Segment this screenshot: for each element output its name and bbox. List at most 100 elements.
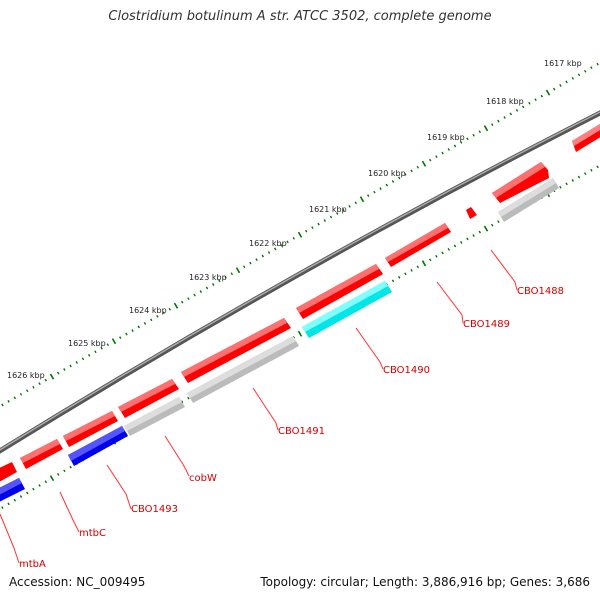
gene-label-cobw[interactable]: cobW <box>189 473 217 484</box>
inner-track-tick <box>292 335 296 339</box>
outer-track-tick <box>359 196 365 203</box>
outer-track-tick <box>143 322 147 325</box>
outer-track-tick <box>168 307 172 311</box>
inner-track-tick <box>466 237 469 241</box>
inner-track-tick <box>187 396 190 400</box>
outer-track-tick <box>552 87 556 91</box>
outer-track-tick <box>435 155 438 158</box>
outer-track-tick <box>94 350 97 354</box>
inner-track-tick <box>32 487 35 491</box>
gene-cbo1488-arrow[interactable] <box>492 162 549 203</box>
outer-track-tick <box>199 290 203 293</box>
inner-track-tick <box>596 165 599 169</box>
outer-track-tick <box>590 66 593 70</box>
scale-label-1617: 1617 kbp <box>544 59 582 68</box>
outer-track-tick <box>329 215 333 219</box>
outer-track-tick <box>497 119 500 123</box>
forward-strand-genes <box>0 124 600 482</box>
inner-track-tick <box>459 241 463 244</box>
outer-track-tick <box>385 183 389 187</box>
gene-cbo1487-arrow[interactable] <box>572 124 600 152</box>
outer-track-tick <box>323 219 327 222</box>
accession-text: Accession: NC_009495 <box>9 575 146 589</box>
reverse-strand-genes <box>0 178 559 502</box>
outer-track-tick <box>106 343 110 347</box>
outer-track-tick <box>249 261 252 265</box>
inner-track-tick <box>13 498 17 502</box>
outer-track-tick <box>428 158 432 162</box>
gene-cbo1489-arrow[interactable] <box>385 223 451 267</box>
outer-track-tick <box>224 275 227 279</box>
outer-track-tick <box>242 265 246 269</box>
outer-track-tick <box>317 222 320 226</box>
outer-track-tick <box>162 311 165 315</box>
inner-track-tick <box>583 172 587 176</box>
gene-mtba-arrow[interactable] <box>0 462 17 482</box>
outer-track-tick <box>81 357 85 361</box>
inner-track-tick <box>297 330 303 337</box>
outer-track-tick <box>156 314 159 318</box>
scale-label-1626: 1626 kbp <box>7 371 45 380</box>
gene-label-mtbc[interactable]: mtbC <box>79 528 106 539</box>
outer-track-tick <box>528 101 531 105</box>
scale-label-1619: 1619 kbp <box>427 133 465 142</box>
gene-label-cbo1493[interactable]: CBO1493 <box>131 504 178 515</box>
gene-small-arrow[interactable] <box>466 207 477 219</box>
gene-cbo1493-arrow[interactable] <box>63 411 118 447</box>
gene-blue-1[interactable] <box>68 426 128 466</box>
inner-track-tick <box>435 254 438 258</box>
gene-cyan[interactable] <box>302 281 392 338</box>
outer-track-tick <box>111 338 117 345</box>
inner-track-tick <box>404 272 407 276</box>
inner-track-tick <box>453 244 457 248</box>
gene-cbo1491-arrow[interactable] <box>181 318 291 383</box>
inner-track-tick <box>472 234 475 237</box>
outer-track-tick <box>577 73 581 77</box>
inner-track-tick <box>421 260 427 267</box>
inner-track-tick <box>49 475 55 482</box>
gene-cobw-arrow[interactable] <box>118 379 179 418</box>
gene-cbo1490-arrow[interactable] <box>296 264 383 319</box>
gene-label-cbo1490[interactable]: CBO1490 <box>383 365 430 376</box>
gene-grey-2[interactable] <box>187 336 299 403</box>
outer-track-tick <box>193 293 196 297</box>
outer-track-tick <box>131 329 134 332</box>
outer-track-tick <box>342 208 345 212</box>
scale-label-1621: 1621 kbp <box>309 205 347 214</box>
outer-track-tick <box>211 283 215 286</box>
outer-track-tick <box>69 364 72 368</box>
outer-track-tick <box>466 137 469 141</box>
inner-track-tick <box>490 223 494 227</box>
outer-track-tick <box>379 187 382 190</box>
outer-track-tick <box>545 89 551 96</box>
outer-track-tick <box>56 371 60 375</box>
inner-track-tick <box>19 495 23 498</box>
outer-track-tick <box>410 169 413 173</box>
gene-mtbc-arrow[interactable] <box>20 439 63 469</box>
inner-track-tick <box>7 502 10 506</box>
outer-track-tick <box>559 84 562 87</box>
inner-track-tick <box>577 175 581 179</box>
gene-labels: CBO1488 CBO1489 CBO1490 CBO1491 cobW CBO… <box>19 286 564 570</box>
outer-track-tick <box>13 396 17 400</box>
outer-track-tick <box>453 144 457 148</box>
gene-label-mtba[interactable]: mtbA <box>19 559 46 570</box>
outer-track-tick <box>261 254 265 258</box>
inner-track-tick <box>410 268 413 272</box>
outer-track-tick <box>366 194 370 198</box>
outer-track-tick <box>180 300 184 304</box>
gene-label-cbo1491[interactable]: CBO1491 <box>278 426 325 437</box>
gene-grey-3[interactable] <box>124 397 185 436</box>
outer-track-tick <box>583 69 587 73</box>
gene-label-cbo1488[interactable]: CBO1488 <box>517 286 564 297</box>
outer-track-tick <box>280 244 283 247</box>
gene-blue-2[interactable] <box>0 478 25 502</box>
outer-track-tick <box>1 403 4 407</box>
inner-track-tick <box>590 168 593 172</box>
gene-grey-1[interactable] <box>498 178 559 222</box>
outer-track-tick <box>335 212 339 215</box>
gene-label-cbo1489[interactable]: CBO1489 <box>463 319 510 330</box>
inner-track-tick <box>559 185 562 189</box>
outer-track-tick <box>63 368 66 371</box>
outer-track-tick <box>255 258 258 261</box>
